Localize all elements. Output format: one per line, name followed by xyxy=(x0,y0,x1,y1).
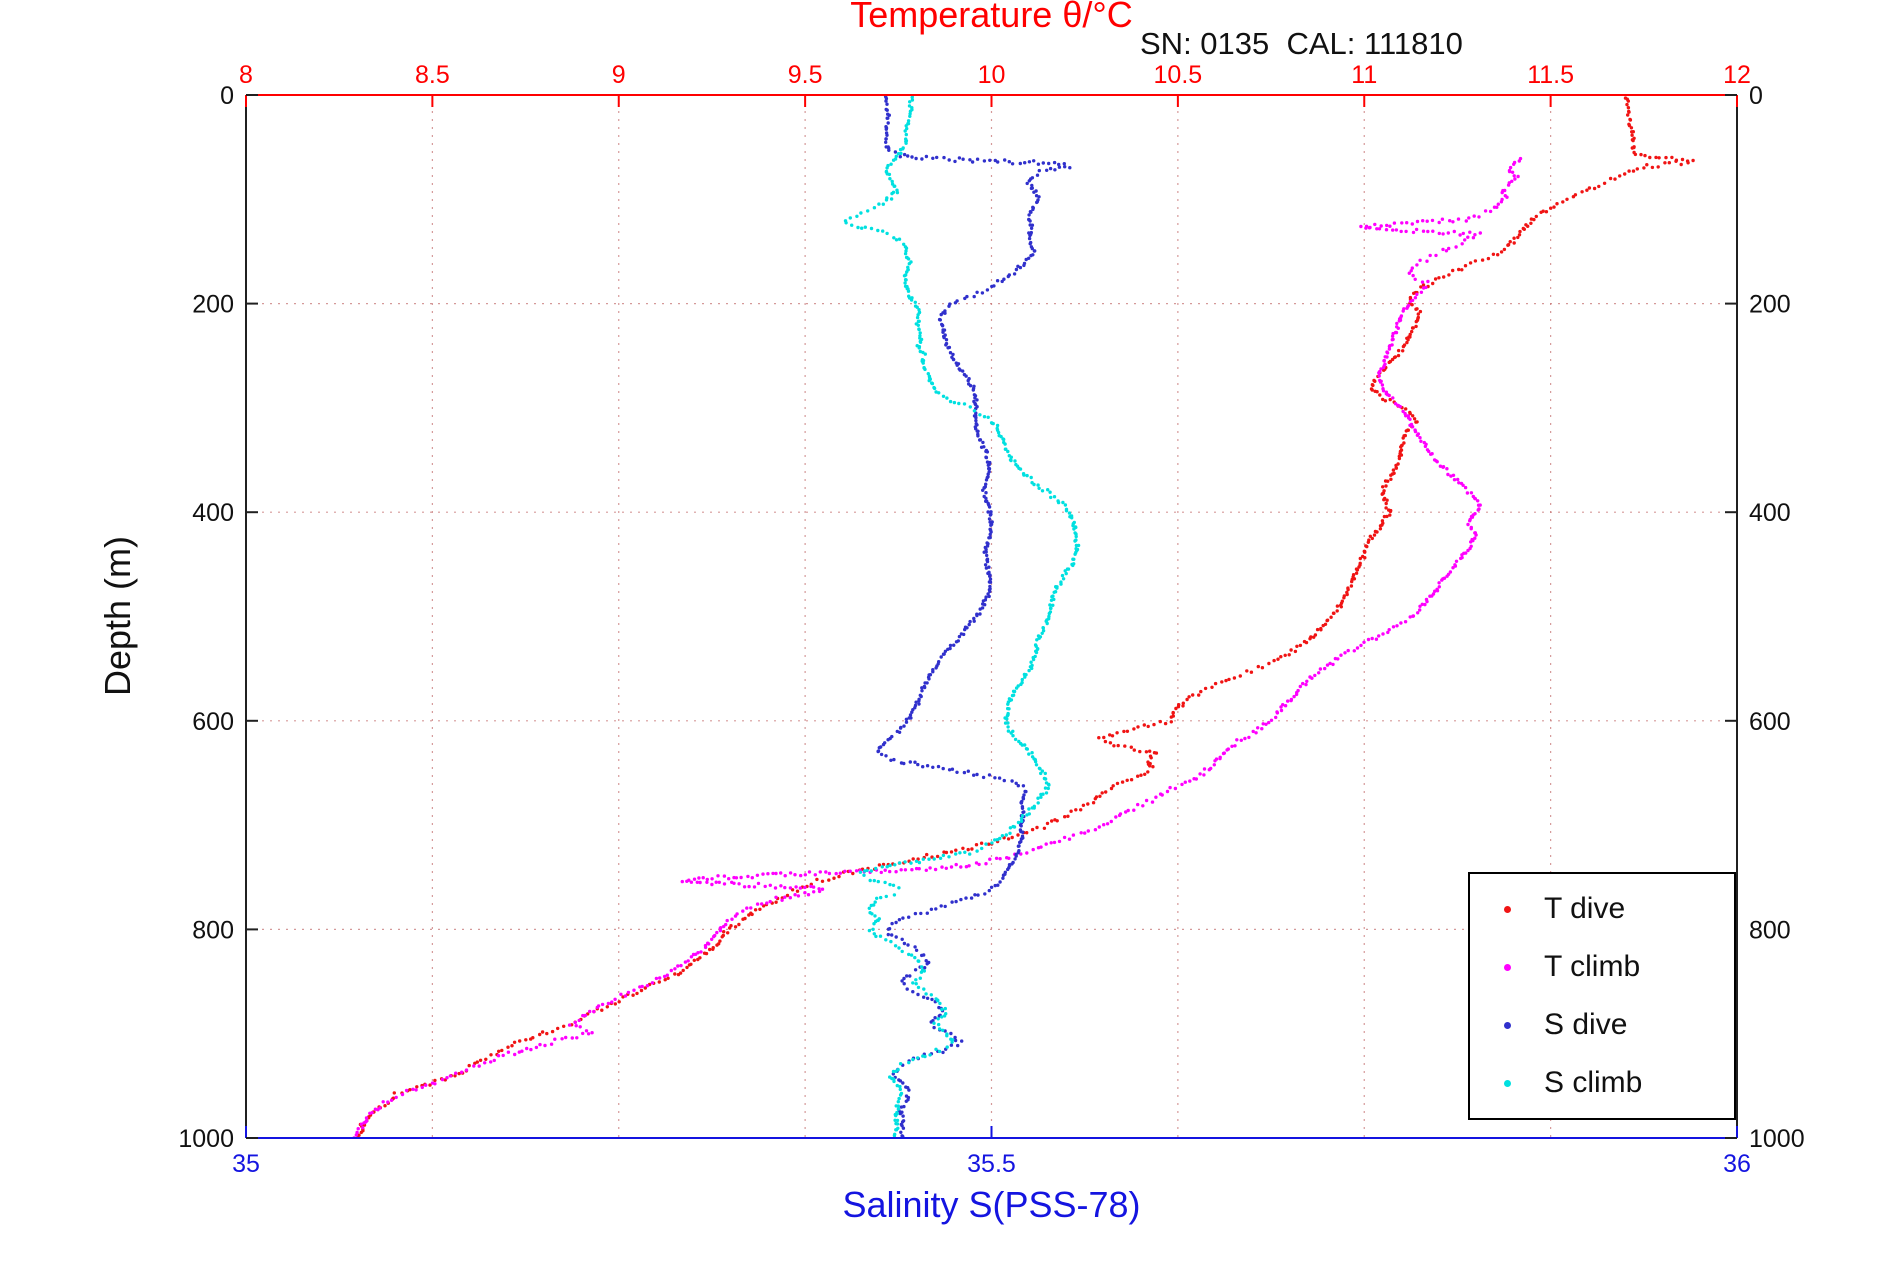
legend-marker-s-dive-icon xyxy=(1470,1021,1544,1029)
left-axis-tick-label: 0 xyxy=(220,82,234,110)
top-axis-tick-label: 9 xyxy=(612,61,626,89)
tick-marks: 8 8.5 9 9.5 10 10.5 11 11.5 12 35 35.5 36 0 200 400 600… xyxy=(178,61,1804,1178)
gridlines xyxy=(246,95,1737,1138)
data-points xyxy=(352,95,1695,1138)
top-axis-tick-label: 11.5 xyxy=(1527,61,1574,89)
legend-marker-s-climb-icon xyxy=(1470,1079,1544,1087)
top-axis-tick-label: 8 xyxy=(239,61,253,89)
legend-label: T dive xyxy=(1544,892,1626,925)
legend-label: S dive xyxy=(1544,1008,1628,1041)
bottom-axis-tick-label: 36 xyxy=(1723,1150,1751,1178)
top-axis-tick-label: 9.5 xyxy=(788,61,823,89)
top-axis-tick-label: 12 xyxy=(1723,61,1751,89)
right-axis-tick-label: 0 xyxy=(1749,82,1763,110)
left-axis-tick-label: 800 xyxy=(192,916,234,944)
right-axis-tick-label: 400 xyxy=(1749,499,1791,527)
right-axis-tick-label: 800 xyxy=(1749,916,1791,944)
legend-marker-t-climb-icon xyxy=(1470,963,1544,971)
series-s-climb xyxy=(843,95,1081,1138)
temperature-axis-title: Temperature θ/°C xyxy=(850,0,1133,35)
legend-item-s-dive: S dive xyxy=(1470,1008,1734,1042)
salinity-axis-label: Salinity S(PSS-78) xyxy=(842,1184,1141,1225)
top-axis-tick-label: 11 xyxy=(1351,61,1377,89)
legend-marker-t-dive-icon xyxy=(1470,905,1544,913)
legend-label: T climb xyxy=(1544,950,1641,983)
left-axis-tick-label: 600 xyxy=(192,708,234,736)
right-axis-tick-label: 1000 xyxy=(1749,1125,1805,1153)
bottom-axis-tick-label: 35 xyxy=(232,1150,260,1178)
right-axis-tick-label: 200 xyxy=(1749,291,1791,319)
left-axis-tick-label: 1000 xyxy=(178,1125,234,1153)
top-axis-tick-label: 10.5 xyxy=(1154,61,1203,89)
left-axis-tick-label: 200 xyxy=(192,291,234,319)
legend-item-t-climb: T climb xyxy=(1470,950,1734,984)
legend: T dive T climb S dive S climb xyxy=(1468,872,1736,1120)
depth-axis-label: Depth (m) xyxy=(97,535,138,697)
top-axis-tick-label: 8.5 xyxy=(415,61,450,89)
legend-label: S climb xyxy=(1544,1066,1643,1099)
top-axis-tick-label: 10 xyxy=(978,61,1006,89)
legend-item-s-climb: S climb xyxy=(1470,1066,1734,1100)
bottom-axis-tick-label: 35.5 xyxy=(967,1150,1016,1178)
right-axis-tick-label: 600 xyxy=(1749,708,1791,736)
sn-cal-annotation: SN: 0135 CAL: 111810 xyxy=(1140,26,1463,61)
legend-item-t-dive: T dive xyxy=(1470,892,1734,926)
left-axis-tick-label: 400 xyxy=(192,499,234,527)
series-t-climb xyxy=(352,156,1523,1138)
